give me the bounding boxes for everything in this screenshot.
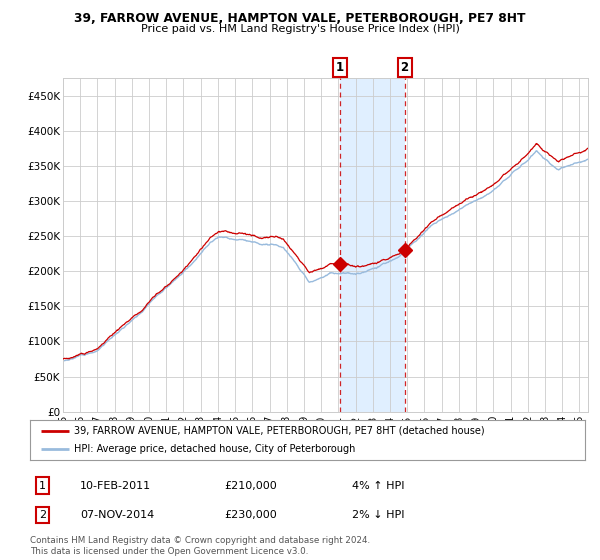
Text: 4% ↑ HPI: 4% ↑ HPI [352, 480, 404, 491]
Text: 2% ↓ HPI: 2% ↓ HPI [352, 510, 404, 520]
Text: 39, FARROW AVENUE, HAMPTON VALE, PETERBOROUGH, PE7 8HT: 39, FARROW AVENUE, HAMPTON VALE, PETERBO… [74, 12, 526, 25]
Text: £230,000: £230,000 [224, 510, 277, 520]
Text: 1: 1 [39, 480, 46, 491]
Text: 2: 2 [401, 61, 409, 74]
Text: HPI: Average price, detached house, City of Peterborough: HPI: Average price, detached house, City… [74, 445, 356, 454]
Bar [340, 78, 404, 412]
Text: 07-NOV-2014: 07-NOV-2014 [80, 510, 154, 520]
Text: 2: 2 [38, 510, 46, 520]
Text: Contains HM Land Registry data © Crown copyright and database right 2024.
This d: Contains HM Land Registry data © Crown c… [30, 536, 370, 556]
Text: 1: 1 [336, 61, 344, 74]
Text: 39, FARROW AVENUE, HAMPTON VALE, PETERBOROUGH, PE7 8HT (detached house): 39, FARROW AVENUE, HAMPTON VALE, PETERBO… [74, 426, 485, 436]
Text: 10-FEB-2011: 10-FEB-2011 [80, 480, 151, 491]
Text: £210,000: £210,000 [224, 480, 277, 491]
Text: Price paid vs. HM Land Registry's House Price Index (HPI): Price paid vs. HM Land Registry's House … [140, 24, 460, 34]
